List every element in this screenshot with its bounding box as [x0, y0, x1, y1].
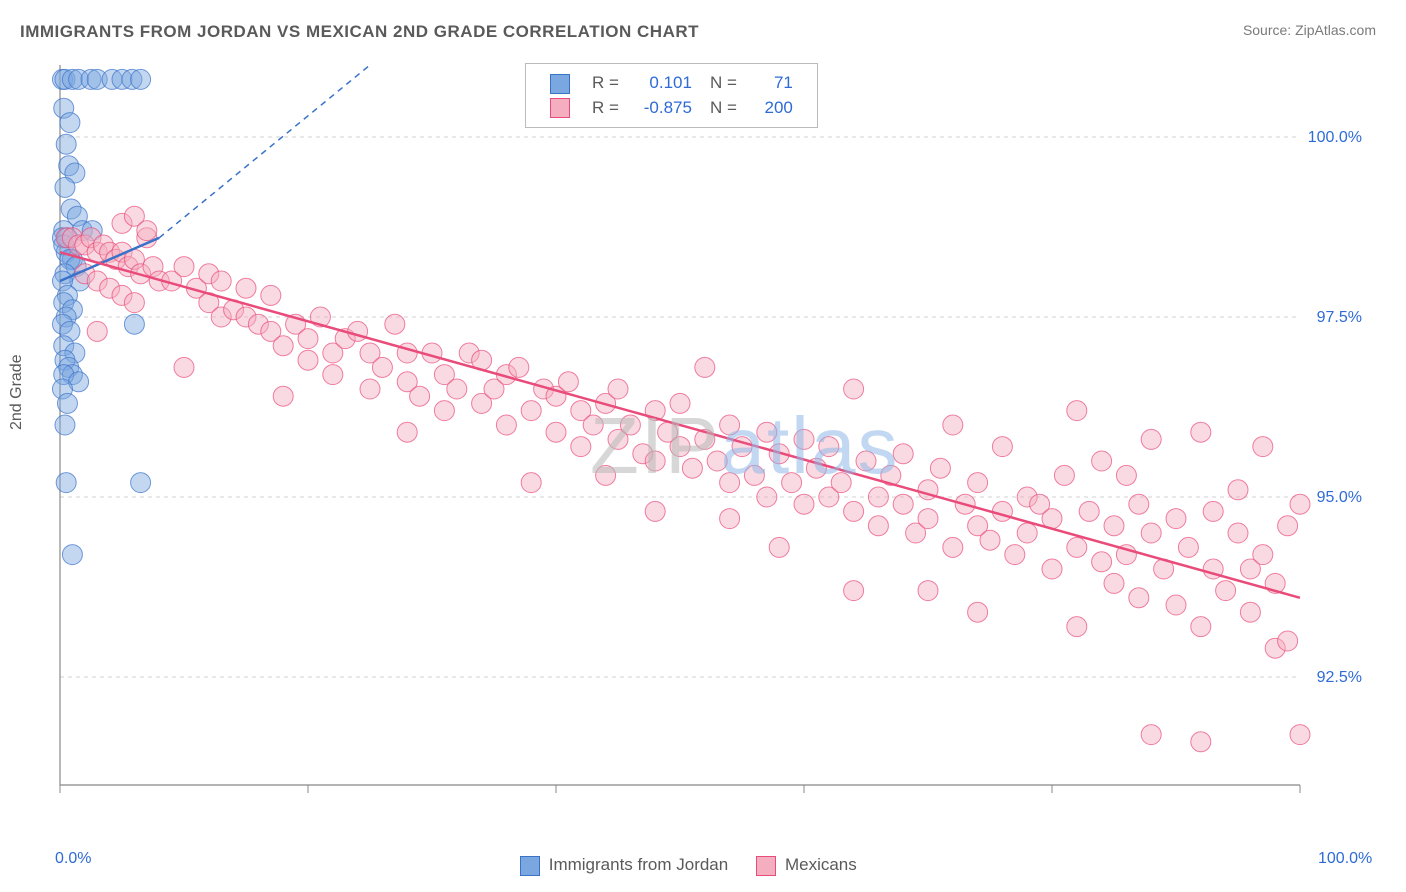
- correlation-legend: R = 0.101 N = 71 R = -0.875 N = 200: [525, 63, 818, 128]
- x-axis-min-label: 0.0%: [55, 850, 91, 868]
- svg-text:92.5%: 92.5%: [1317, 669, 1362, 686]
- x-axis-max-label: 100.0%: [1318, 850, 1372, 868]
- scatter-plot: 92.5% 95.0% 97.5% 100.0%: [50, 55, 1370, 815]
- svg-text:97.5%: 97.5%: [1317, 309, 1362, 326]
- series-legend: Immigrants from Jordan Mexicans: [520, 855, 885, 876]
- svg-text:100.0%: 100.0%: [1308, 129, 1362, 146]
- svg-text:95.0%: 95.0%: [1317, 489, 1362, 506]
- source-label: Source: ZipAtlas.com: [1243, 22, 1376, 38]
- chart-title: IMMIGRANTS FROM JORDAN VS MEXICAN 2ND GR…: [20, 22, 699, 42]
- y-axis-label: 2nd Grade: [8, 354, 26, 430]
